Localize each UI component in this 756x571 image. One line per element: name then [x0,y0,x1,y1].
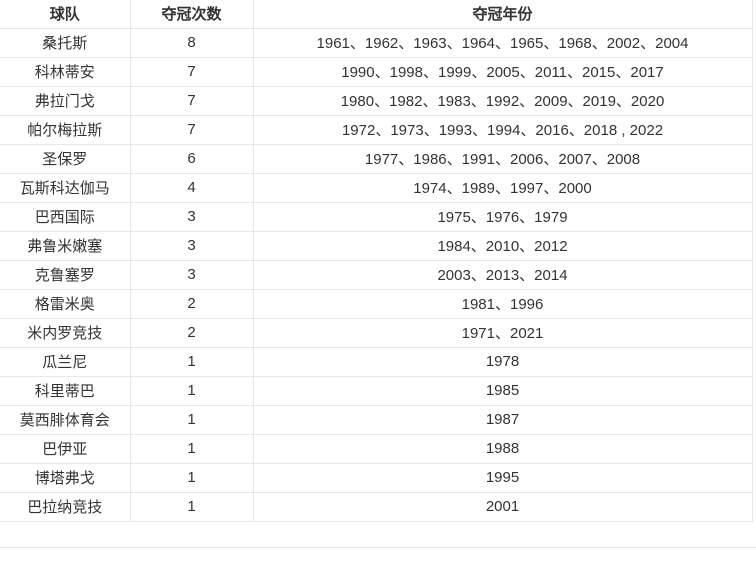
years-cell: 1985 [252,375,753,406]
team-cell: 科林蒂安 [0,56,131,87]
titles-cell: 6 [129,143,254,174]
years-cell: 1977、1986、1991、2006、2007、2008 [252,143,753,174]
years-cell: 1981、1996 [252,288,753,319]
team-cell: 克鲁塞罗 [0,259,131,290]
table-row: 桑托斯 8 1961、1962、1963、1964、1965、1968、2002… [0,27,753,58]
titles-cell: 1 [129,404,254,435]
team-cell: 圣保罗 [0,143,131,174]
table-row: 莫西腓体育会 1 1987 [0,404,753,435]
column-header-years: 夺冠年份 [252,0,753,29]
table-row: 米内罗竞技 2 1971、2021 [0,317,753,348]
titles-cell: 4 [129,172,254,203]
champions-table: 球队 夺冠次数 夺冠年份 桑托斯 8 1961、1962、1963、1964、1… [0,0,753,522]
table-row: 巴拉纳竞技 1 2001 [0,491,753,522]
table-row: 科里蒂巴 1 1985 [0,375,753,406]
years-cell: 1988 [252,433,753,464]
years-cell: 1972、1973、1993、1994、2016、2018 , 2022 [252,114,753,145]
titles-cell: 1 [129,346,254,377]
years-cell: 2003、2013、2014 [252,259,753,290]
table-row: 瓜兰尼 1 1978 [0,346,753,377]
team-cell: 弗拉门戈 [0,85,131,116]
table-row: 弗拉门戈 7 1980、1982、1983、1992、2009、2019、202… [0,85,753,116]
team-cell: 瓜兰尼 [0,346,131,377]
table-row: 克鲁塞罗 3 2003、2013、2014 [0,259,753,290]
header-row: 球队 夺冠次数 夺冠年份 [0,0,753,29]
team-cell: 弗鲁米嫩塞 [0,230,131,261]
years-cell: 2001 [252,491,753,522]
table-row: 巴伊亚 1 1988 [0,433,753,464]
table-row: 瓦斯科达伽马 4 1974、1989、1997、2000 [0,172,753,203]
team-cell: 博塔弗戈 [0,462,131,493]
titles-cell: 1 [129,433,254,464]
titles-cell: 1 [129,462,254,493]
team-cell: 巴西国际 [0,201,131,232]
titles-cell: 2 [129,317,254,348]
table-row: 巴西国际 3 1975、1976、1979 [0,201,753,232]
titles-cell: 1 [129,491,254,522]
column-header-titles: 夺冠次数 [129,0,254,29]
years-cell: 1984、2010、2012 [252,230,753,261]
years-cell: 1980、1982、1983、1992、2009、2019、2020 [252,85,753,116]
years-cell: 1995 [252,462,753,493]
table-row: 格雷米奥 2 1981、1996 [0,288,753,319]
titles-cell: 3 [129,259,254,290]
empty-footer-row [0,521,756,548]
table-row: 帕尔梅拉斯 7 1972、1973、1993、1994、2016、2018 , … [0,114,753,145]
table-row: 博塔弗戈 1 1995 [0,462,753,493]
column-header-team: 球队 [0,0,131,29]
team-cell: 格雷米奥 [0,288,131,319]
titles-cell: 2 [129,288,254,319]
team-cell: 巴伊亚 [0,433,131,464]
years-cell: 1975、1976、1979 [252,201,753,232]
titles-cell: 1 [129,375,254,406]
table-row: 弗鲁米嫩塞 3 1984、2010、2012 [0,230,753,261]
table-header: 球队 夺冠次数 夺冠年份 [0,0,753,29]
table-row: 科林蒂安 7 1990、1998、1999、2005、2011、2015、201… [0,56,753,87]
years-cell: 1961、1962、1963、1964、1965、1968、2002、2004 [252,27,753,58]
page: 球队 夺冠次数 夺冠年份 桑托斯 8 1961、1962、1963、1964、1… [0,0,756,548]
titles-cell: 8 [129,27,254,58]
team-cell: 瓦斯科达伽马 [0,172,131,203]
titles-cell: 3 [129,201,254,232]
team-cell: 桑托斯 [0,27,131,58]
titles-cell: 3 [129,230,254,261]
team-cell: 米内罗竞技 [0,317,131,348]
table-body: 桑托斯 8 1961、1962、1963、1964、1965、1968、2002… [0,27,753,522]
years-cell: 1974、1989、1997、2000 [252,172,753,203]
years-cell: 1971、2021 [252,317,753,348]
table-row: 圣保罗 6 1977、1986、1991、2006、2007、2008 [0,143,753,174]
team-cell: 帕尔梅拉斯 [0,114,131,145]
years-cell: 1978 [252,346,753,377]
team-cell: 莫西腓体育会 [0,404,131,435]
titles-cell: 7 [129,56,254,87]
years-cell: 1987 [252,404,753,435]
titles-cell: 7 [129,85,254,116]
team-cell: 科里蒂巴 [0,375,131,406]
titles-cell: 7 [129,114,254,145]
years-cell: 1990、1998、1999、2005、2011、2015、2017 [252,56,753,87]
team-cell: 巴拉纳竞技 [0,491,131,522]
